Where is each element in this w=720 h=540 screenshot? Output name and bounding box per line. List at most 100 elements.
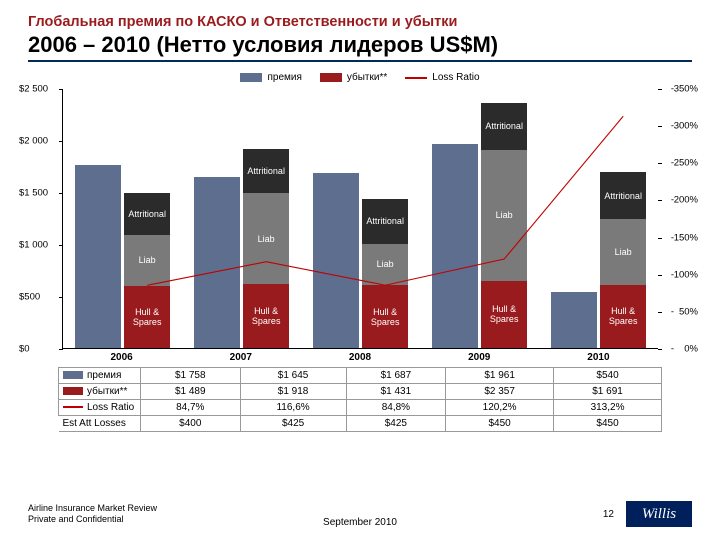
footer-line2: Private and Confidential <box>28 514 157 525</box>
segment-label: Attritional <box>243 166 289 176</box>
table-row: Est Att Losses$400$425$425$450$450 <box>59 416 662 432</box>
slide-subtitle: Глобальная премия по КАСКО и Ответственн… <box>28 14 692 30</box>
footer-center: September 2010 <box>323 517 397 528</box>
x-tick: 2007 <box>181 349 300 363</box>
segment-label: Attritional <box>481 121 527 131</box>
loss-segment: Liab <box>362 244 408 286</box>
legend-label: убытки** <box>347 72 387 83</box>
data-table: премия$1 758$1 645$1 687$1 961$540убытки… <box>58 367 662 432</box>
legend-swatch <box>320 73 342 82</box>
table-cell: $450 <box>554 416 662 432</box>
table-cell: 313,2% <box>554 400 662 416</box>
row-label: убытки** <box>87 386 127 397</box>
table-row: премия$1 758$1 645$1 687$1 961$540 <box>59 368 662 384</box>
table-cell: 84,7% <box>141 400 241 416</box>
footer-line1: Airline Insurance Market Review <box>28 503 157 514</box>
table-cell: $1 918 <box>240 384 346 400</box>
y-left-tick: $2 000 <box>19 136 48 147</box>
segment-label: Hull & Spares <box>243 306 289 326</box>
loss-segment: Liab <box>600 219 646 285</box>
y-left-tick: $1 000 <box>19 240 48 251</box>
table-cell: $1 687 <box>346 368 446 384</box>
table-cell: 116,6% <box>240 400 346 416</box>
table-row: убытки** $1 489$1 918$1 431$2 357$1 691 <box>59 384 662 400</box>
segment-label: Attritional <box>600 191 646 201</box>
slide-footer: Airline Insurance Market Review Private … <box>0 496 720 540</box>
table-row: Loss Ratio84,7%116,6%84,8%120,2%313,2% <box>59 400 662 416</box>
segment-label: Liab <box>600 247 646 257</box>
x-tick: 2006 <box>62 349 181 363</box>
y-right-tick: 150% <box>674 232 698 243</box>
segment-label: Attritional <box>362 216 408 226</box>
table-cell: $425 <box>240 416 346 432</box>
table-cell: 84,8% <box>346 400 446 416</box>
legend-label: Loss Ratio <box>432 72 479 83</box>
x-tick: 2010 <box>539 349 658 363</box>
chart: Hull & SparesLiabAttritionalHull & Spare… <box>62 89 658 349</box>
table-cell: $450 <box>446 416 554 432</box>
loss-segment: Attritional <box>243 149 289 193</box>
segment-label: Attritional <box>124 209 170 219</box>
table-cell: $1 431 <box>346 384 446 400</box>
segment-label: Hull & Spares <box>481 304 527 324</box>
willis-logo: Willis <box>626 501 692 527</box>
y-left-tick: $2 500 <box>19 84 48 95</box>
loss-segment: Attritional <box>600 172 646 219</box>
segment-label: Liab <box>124 255 170 265</box>
legend-swatch <box>405 77 427 79</box>
loss-bar: Hull & Spares Liab Attritional <box>600 172 646 348</box>
loss-segment: Attritional <box>124 193 170 235</box>
y-right-tick: 0% <box>684 344 698 355</box>
y-right-tick: 50% <box>679 306 698 317</box>
premium-bar <box>313 173 359 348</box>
y-left-tick: $0 <box>19 344 30 355</box>
title-rule <box>28 60 692 62</box>
chart-legend: премия убытки** Loss Ratio <box>28 72 692 83</box>
loss-bar: Hull & Spares Liab Attritional <box>481 103 527 348</box>
y-left-tick: $1 500 <box>19 188 48 199</box>
page-number: 12 <box>603 509 614 520</box>
row-label: Est Att Losses <box>63 418 126 429</box>
row-label: Loss Ratio <box>87 402 134 413</box>
segment-label: Hull & Spares <box>600 306 646 326</box>
loss-segment: Hull & Spares <box>600 285 646 348</box>
segment-label: Liab <box>362 259 408 269</box>
table-cell: $540 <box>554 368 662 384</box>
footer-left: Airline Insurance Market Review Private … <box>28 503 157 525</box>
segment-label: Liab <box>481 210 527 220</box>
loss-bar: Hull & Spares Liab Attritional <box>124 193 170 348</box>
y-right-tick: 200% <box>674 195 698 206</box>
loss-segment: Liab <box>124 235 170 286</box>
premium-bar <box>75 165 121 348</box>
premium-bar <box>194 177 240 348</box>
table-cell: $1 691 <box>554 384 662 400</box>
table-cell: $400 <box>141 416 241 432</box>
segment-label: Hull & Spares <box>362 307 408 327</box>
premium-bar <box>432 144 478 348</box>
loss-segment: Liab <box>243 193 289 285</box>
x-axis-labels: 20062007200820092010 <box>62 349 658 363</box>
legend-label: премия <box>267 72 301 83</box>
legend-item-lossratio: Loss Ratio <box>405 72 479 83</box>
x-tick: 2009 <box>420 349 539 363</box>
loss-segment: Hull & Spares <box>481 281 527 349</box>
y-left-tick: $500 <box>19 292 40 303</box>
row-label: премия <box>87 370 121 381</box>
loss-segment: Hull & Spares <box>243 284 289 348</box>
slide-title: 2006 – 2010 (Нетто условия лидеров US$M) <box>28 32 692 58</box>
table-cell: $425 <box>346 416 446 432</box>
loss-segment: Attritional <box>362 199 408 243</box>
loss-segment: Hull & Spares <box>124 286 170 348</box>
x-tick: 2008 <box>300 349 419 363</box>
y-right-tick: 350% <box>674 84 698 95</box>
y-right-tick: 300% <box>674 121 698 132</box>
legend-item-losses: убытки** <box>320 72 387 83</box>
table-cell: $1 489 <box>141 384 241 400</box>
legend-item-premium: премия <box>240 72 301 83</box>
loss-segment: Liab <box>481 150 527 281</box>
legend-swatch <box>240 73 262 82</box>
y-right-tick: 250% <box>674 158 698 169</box>
table-cell: $2 357 <box>446 384 554 400</box>
table-cell: $1 645 <box>240 368 346 384</box>
table-cell: $1 758 <box>141 368 241 384</box>
